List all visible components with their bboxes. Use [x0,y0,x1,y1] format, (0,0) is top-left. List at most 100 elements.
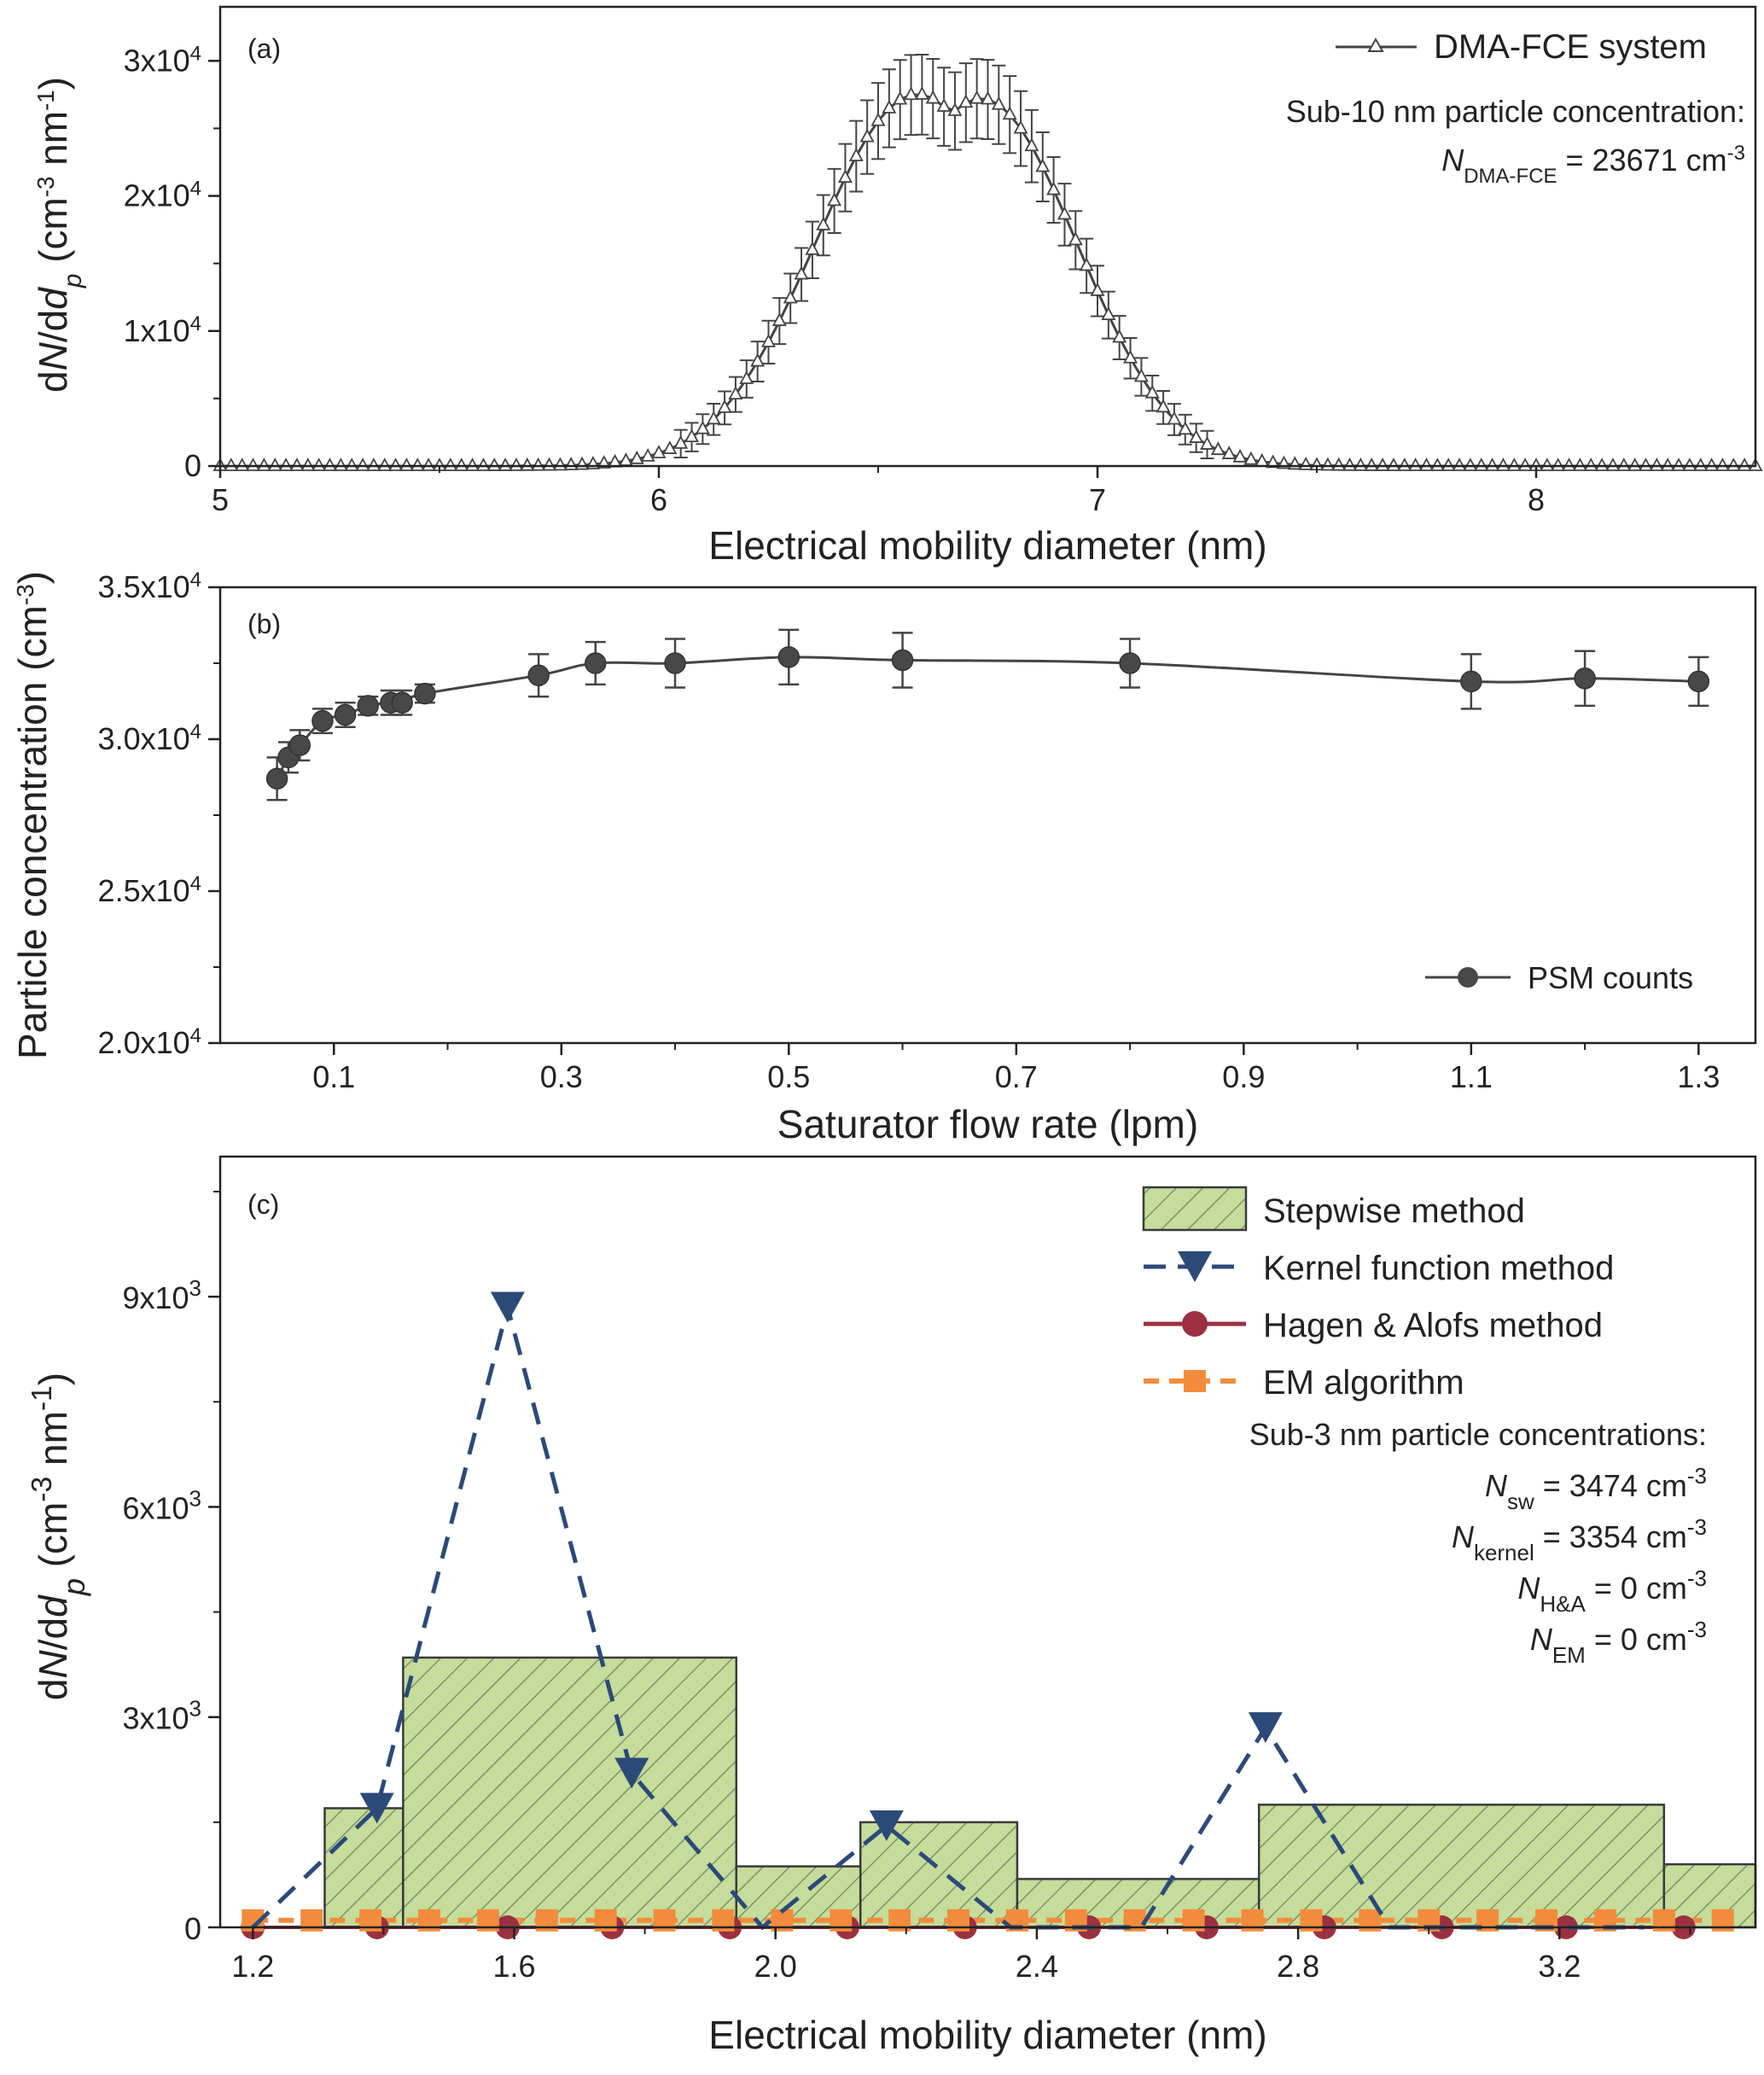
triangle-marker [1715,458,1730,471]
triangle-marker [1199,436,1215,450]
legend-marker-hagen [1182,1311,1208,1337]
annotation-line: NH&A = 0 cm-3 [1517,1565,1707,1617]
triangle-marker [1463,458,1478,471]
triangle-marker [1167,411,1182,425]
data-point [334,703,357,726]
legend-marker [1458,967,1478,988]
triangle-marker [794,265,809,280]
y-axis-label: Particle concentration (cm-3) [10,571,55,1059]
triangle-marker [1189,429,1204,443]
triangle-marker [673,434,689,449]
triangle-marker [1035,158,1051,172]
triangle-marker [1540,458,1555,471]
triangle-marker [662,440,678,454]
x-tick-label: 1.2 [231,1949,274,1984]
triangle-marker [1704,458,1720,471]
triangle-marker [870,112,886,126]
panel-label: (c) [247,1189,279,1220]
x-tick-label: 0.3 [540,1059,583,1094]
triangle-marker [1133,368,1149,382]
triangle-marker [882,100,897,114]
plot-frame [218,5,1757,468]
triangle-marker [531,457,546,471]
y-axis-label: dN/ddp (cm-3 nm-1) [31,77,87,393]
triangle-marker [629,450,644,464]
triangle-marker [706,411,721,425]
x-tick-label: 5 [212,482,229,517]
triangle-marker [1594,458,1610,471]
triangle-marker [1046,181,1062,195]
triangle-marker [1123,349,1138,364]
triangle-marker [1627,458,1643,471]
data-point [777,646,800,668]
triangle-marker [816,216,831,230]
annotation-title: Sub-3 nm particle concentrations: [1249,1417,1707,1452]
triangle-marker [1353,457,1368,471]
legend-label: Stepwise method [1263,1192,1525,1230]
data-point [664,652,686,674]
legend-marker-kernel [1178,1251,1212,1282]
x-tick-label: 7 [1089,482,1106,517]
triangle-marker [739,370,754,384]
triangle-marker [1429,458,1445,471]
kernel-point [614,1757,649,1789]
annotation-line1: Sub-10 nm particle concentration: [1286,94,1745,129]
triangle-marker [904,86,919,101]
x-tick-label: 1.1 [1450,1059,1493,1094]
triangle-marker [246,458,261,471]
triangle-marker [717,399,732,413]
triangle-marker [750,353,766,367]
triangle-marker [520,457,535,471]
triangle-marker [1144,384,1160,399]
triangle-marker [1266,454,1281,469]
data-point [1687,670,1710,693]
y-tick-label: 9x103 [122,1275,201,1315]
triangle-marker [1605,458,1621,471]
triangle-marker [1232,448,1248,463]
triangle-marker [1068,231,1083,246]
triangle-marker [771,312,787,326]
stepwise-bar [859,1821,1019,1929]
triangle-marker [1013,119,1028,134]
triangle-marker [947,102,963,116]
x-tick-label: 6 [650,482,667,517]
y-tick-label: 0 [184,1911,201,1946]
triangle-marker [300,458,316,471]
x-axis-label: Electrical mobility diameter (nm) [708,2013,1266,2057]
x-axis-label: Electrical mobility diameter (nm) [708,523,1266,568]
triangle-marker [1243,451,1259,465]
y-tick-label: 6x103 [122,1485,201,1525]
triangle-marker [1583,458,1598,471]
triangle-marker [783,289,798,304]
data-point [265,767,288,790]
series-line-dma-fce [220,93,1755,468]
triangle-marker [914,85,929,100]
y-tick-label: 2.5x104 [98,872,201,909]
triangle-marker [443,458,458,471]
triangle-marker [1649,458,1664,471]
triangle-marker [1572,458,1587,471]
triangle-marker [1079,257,1094,271]
x-tick-label: 1.3 [1677,1059,1720,1094]
triangle-marker [454,458,469,471]
panel-label: (b) [247,609,281,639]
triangle-marker [278,458,294,471]
triangle-marker [256,458,271,471]
kernel-line [251,1298,1645,1931]
triangle-marker [1495,458,1511,471]
triangle-marker [1485,458,1500,471]
y-axis-label: dN/ddp (cm-3 nm-1) [26,1373,91,1700]
triangle-marker [421,458,436,471]
stepwise-bar [402,1656,738,1929]
triangle-marker [1112,329,1127,343]
triangle-marker [1342,457,1358,471]
triangle-marker [509,457,524,471]
stepwise-bar [323,1807,405,1929]
triangle-marker [465,458,480,471]
triangle-marker [1375,458,1390,471]
triangle-marker [728,386,743,400]
triangle-marker [805,241,820,255]
triangle-marker [936,98,952,112]
triangle-marker [311,458,327,471]
